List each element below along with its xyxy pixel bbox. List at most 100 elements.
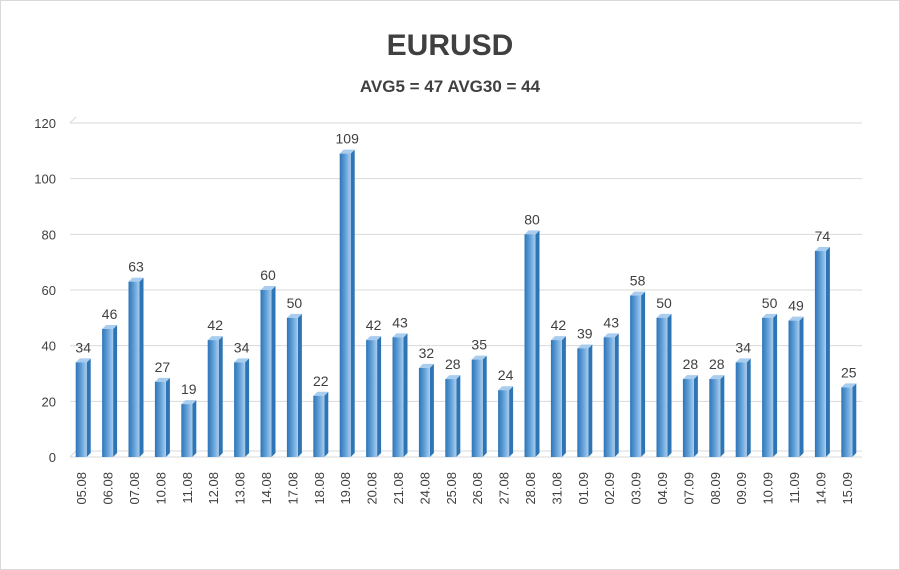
bar-top <box>366 336 382 341</box>
x-tick-label: 18.08 <box>312 472 327 505</box>
bar <box>709 379 721 457</box>
chart-title: EURUSD <box>386 29 514 62</box>
bar <box>207 340 219 457</box>
bar-top <box>841 383 857 388</box>
data-label: 28 <box>683 356 699 372</box>
data-label: 34 <box>234 339 250 355</box>
data-label: 42 <box>366 317 382 333</box>
bar <box>656 317 668 457</box>
bar <box>814 251 826 457</box>
bar-top <box>788 316 804 321</box>
bar-side <box>614 333 619 457</box>
data-label: 32 <box>419 345 435 361</box>
bar-side <box>482 355 487 457</box>
bar-side <box>746 358 751 457</box>
x-tick-label: 25.08 <box>444 472 459 505</box>
bar-top <box>154 377 170 382</box>
y-tick-label: 80 <box>42 227 56 242</box>
x-tick-label: 26.08 <box>470 472 485 505</box>
bar-side <box>218 336 223 457</box>
bar-side <box>324 391 329 457</box>
bar <box>286 317 298 457</box>
bar-side <box>139 277 144 457</box>
bar-side <box>113 324 118 457</box>
x-tick-label: 01.09 <box>576 472 591 505</box>
data-label: 34 <box>75 339 91 355</box>
bar-side <box>561 336 566 457</box>
x-tick-label: 10.08 <box>153 472 168 505</box>
data-label: 35 <box>471 337 487 353</box>
bar-side <box>693 375 698 457</box>
data-label: 25 <box>841 364 857 380</box>
x-tick-label: 14.08 <box>259 472 274 505</box>
data-label: 63 <box>128 259 144 275</box>
x-tick-label: 13.08 <box>233 472 248 505</box>
bar-side <box>350 149 355 457</box>
bar-side <box>245 358 250 457</box>
bar <box>524 234 536 457</box>
data-label: 109 <box>336 131 360 147</box>
bar-top <box>577 344 593 349</box>
data-label: 34 <box>735 339 751 355</box>
bar-top <box>603 333 619 338</box>
bar-top <box>234 358 250 363</box>
bar <box>630 295 642 457</box>
bar-side <box>509 386 514 457</box>
bar-side <box>667 313 672 457</box>
bar-side <box>773 313 778 457</box>
bar <box>762 317 774 457</box>
bar <box>75 362 87 457</box>
x-tick-label: 21.08 <box>391 472 406 505</box>
bar <box>154 381 166 457</box>
bar-top <box>682 375 698 380</box>
x-tick-label: 24.08 <box>417 472 432 505</box>
bar-side <box>852 383 857 457</box>
bar-top <box>75 358 91 363</box>
data-label: 39 <box>577 325 593 341</box>
bar-top <box>102 324 118 329</box>
x-tick-label: 02.09 <box>602 472 617 505</box>
bar-top <box>498 386 514 391</box>
bar-top <box>656 313 672 318</box>
bar-top <box>392 333 408 338</box>
data-label: 49 <box>788 298 804 314</box>
bar-top <box>709 375 725 380</box>
bar-top <box>471 355 487 360</box>
chart-wall-edge <box>69 116 77 124</box>
bar-top <box>128 277 144 282</box>
x-tick-label: 04.09 <box>655 472 670 505</box>
bar <box>841 387 853 457</box>
x-tick-label: 17.08 <box>285 472 300 505</box>
bar <box>128 281 140 457</box>
bar-top <box>418 363 434 368</box>
x-tick-label: 14.09 <box>813 472 828 505</box>
y-tick-label: 40 <box>42 339 56 354</box>
x-tick-label: 12.08 <box>206 472 221 505</box>
bar <box>735 362 747 457</box>
y-tick-label: 0 <box>49 450 56 465</box>
x-tick-label: 07.09 <box>681 472 696 505</box>
data-label: 22 <box>313 373 329 389</box>
bar-side <box>271 286 276 457</box>
data-label: 43 <box>603 314 619 330</box>
bar <box>577 348 589 457</box>
bar-side <box>165 377 170 457</box>
bar-side <box>297 313 302 457</box>
data-label: 50 <box>762 295 778 311</box>
data-label: 80 <box>524 211 540 227</box>
bar-top <box>735 358 751 363</box>
data-label: 74 <box>815 228 831 244</box>
y-tick-label: 120 <box>34 116 56 131</box>
x-tick-label: 27.08 <box>497 472 512 505</box>
bar-side <box>641 291 646 457</box>
x-tick-label: 10.09 <box>761 472 776 505</box>
bar-top <box>814 247 830 252</box>
bar <box>102 328 114 457</box>
bar <box>682 379 694 457</box>
data-label: 50 <box>287 295 303 311</box>
bar <box>339 153 351 457</box>
bar-top <box>313 391 329 396</box>
data-label: 28 <box>445 356 461 372</box>
bar-top <box>260 286 276 290</box>
